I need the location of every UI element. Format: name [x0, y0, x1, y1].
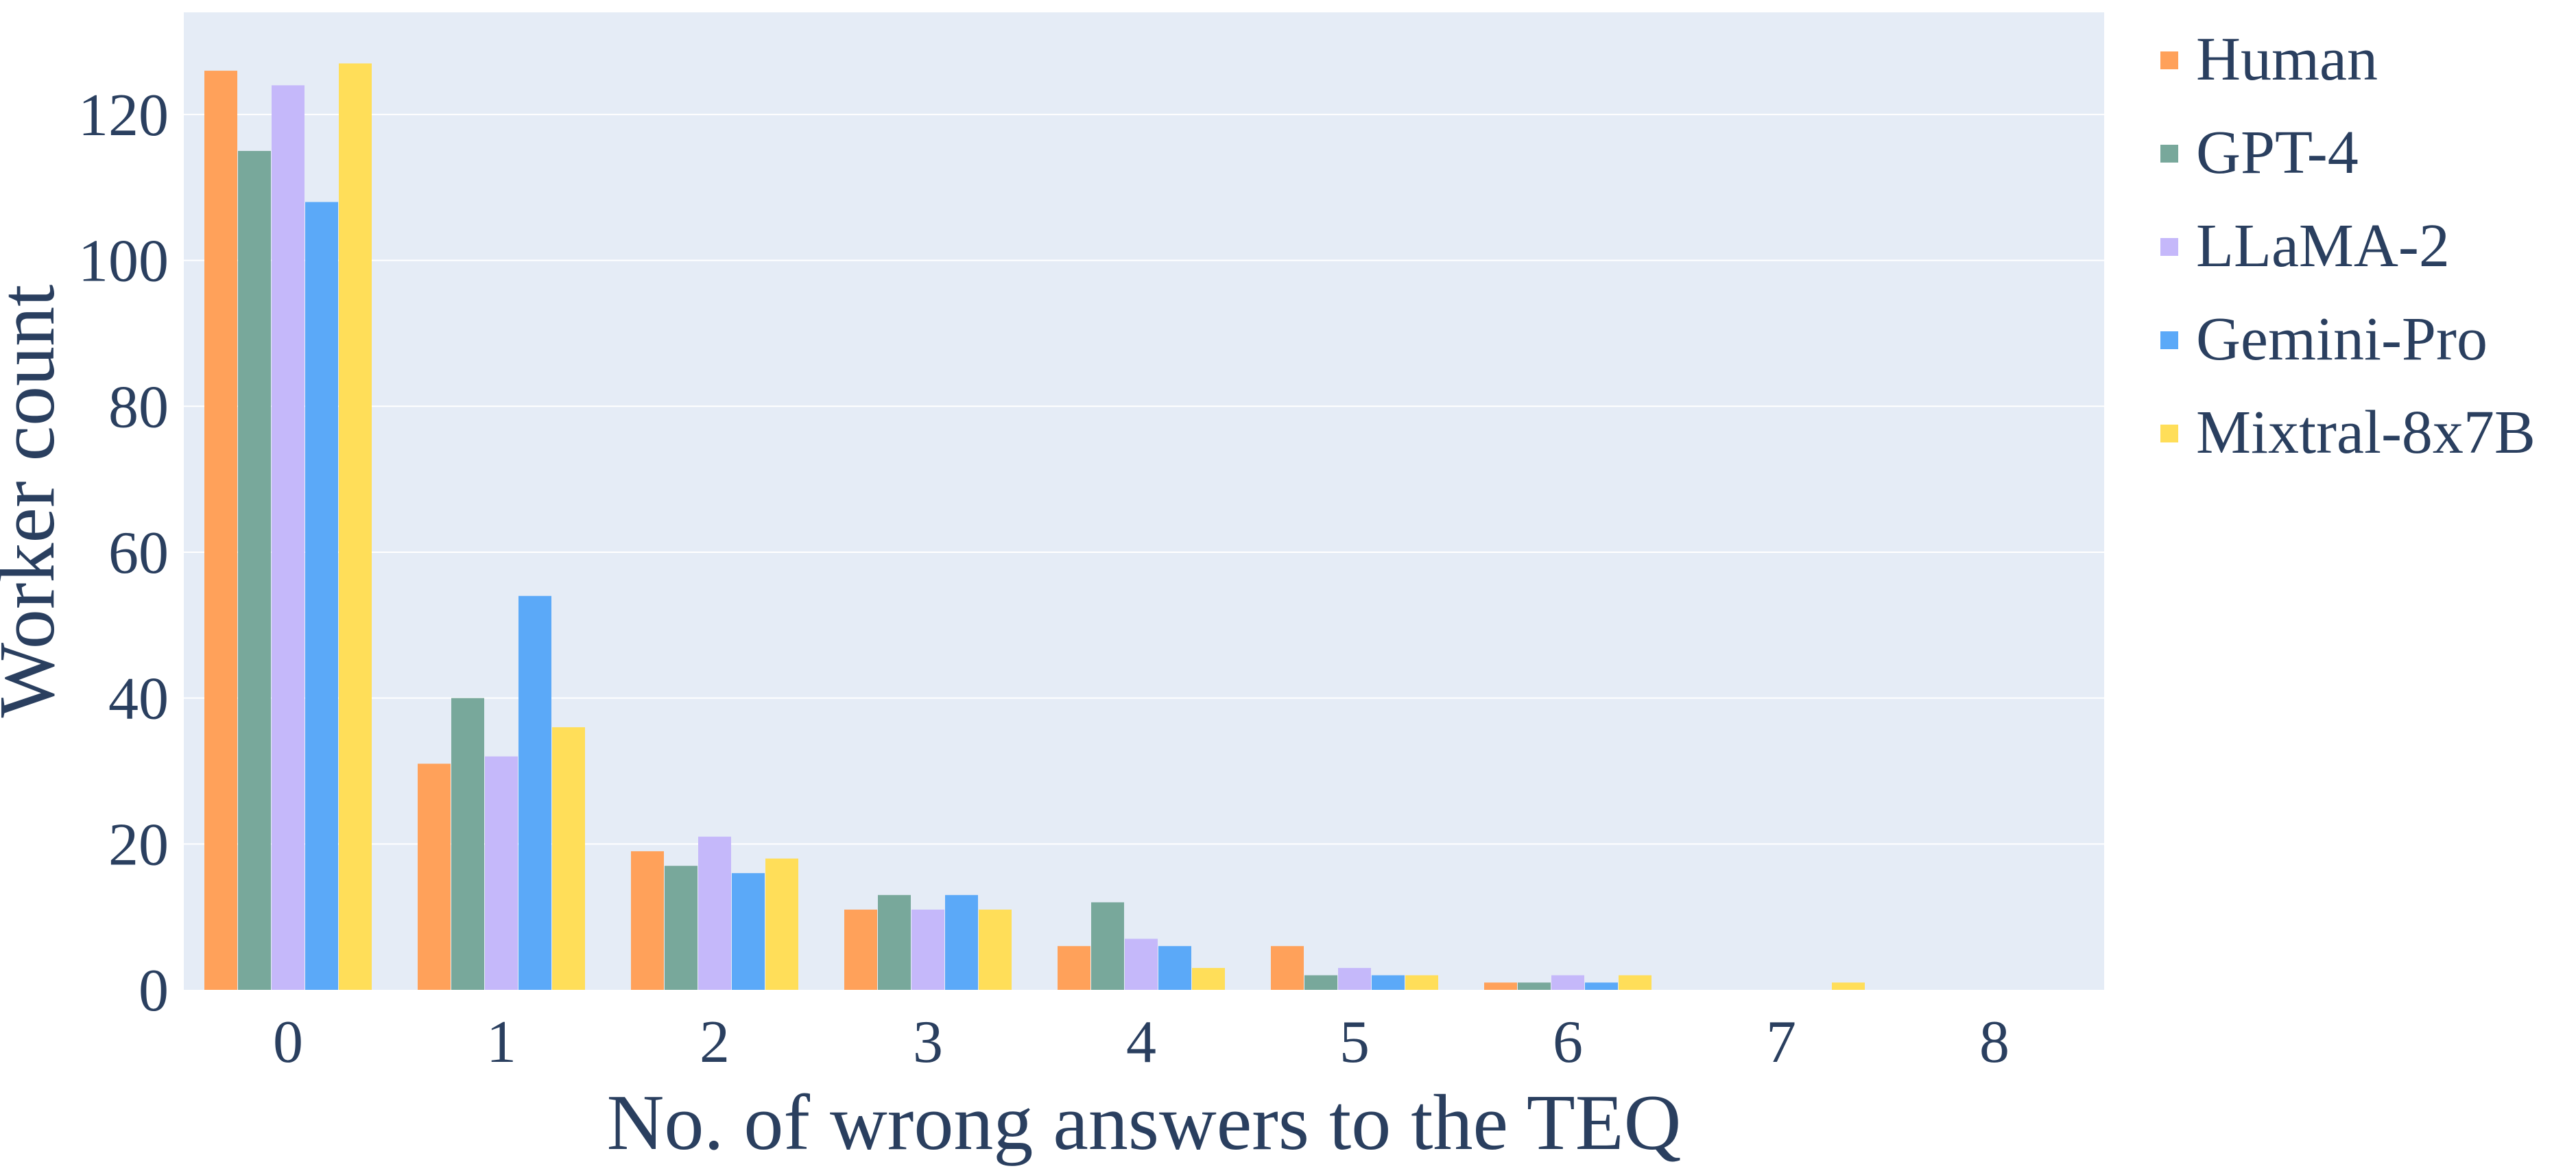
bar-gpt-4-3 — [878, 894, 911, 990]
bar-mixtral-8x7b-0 — [339, 63, 372, 990]
x-tick-label: 6 — [1553, 1009, 1583, 1076]
bar-gemini-pro-4 — [1158, 946, 1191, 990]
bar-gemini-pro-5 — [1372, 975, 1405, 990]
bar-human-5 — [1271, 946, 1304, 990]
bar-gpt-4-0 — [238, 151, 271, 990]
bar-gemini-pro-6 — [1585, 982, 1618, 990]
legend-swatch-mixtral-8x7b — [2160, 425, 2178, 442]
bar-llama-2-1 — [485, 756, 518, 990]
x-tick-label: 4 — [1126, 1009, 1156, 1076]
legend-label-llama-2: LLaMA-2 — [2196, 212, 2450, 280]
legend-label-gemini-pro: Gemini-Pro — [2196, 305, 2488, 373]
bar-mixtral-8x7b-3 — [979, 910, 1012, 990]
y-tick-label: 80 — [108, 374, 169, 440]
y-tick-label: 60 — [108, 520, 169, 586]
x-tick-label: 0 — [273, 1009, 303, 1076]
bar-llama-2-3 — [911, 910, 944, 990]
bar-llama-2-4 — [1125, 938, 1158, 990]
bar-gemini-pro-0 — [305, 202, 338, 990]
x-tick-label: 1 — [486, 1009, 516, 1076]
legend-label-human: Human — [2196, 25, 2378, 93]
x-tick-label: 7 — [1766, 1009, 1796, 1076]
x-tick-label: 8 — [1979, 1009, 2009, 1076]
bar-mixtral-8x7b-1 — [552, 727, 585, 990]
bar-gpt-4-1 — [451, 698, 484, 990]
bar-human-2 — [631, 851, 664, 990]
bars — [204, 63, 1865, 991]
bar-gemini-pro-3 — [945, 894, 978, 990]
bar-gpt-4-2 — [665, 866, 697, 990]
bar-llama-2-6 — [1551, 975, 1584, 990]
bar-human-4 — [1058, 946, 1090, 990]
legend-swatch-gemini-pro — [2160, 331, 2178, 349]
bar-human-0 — [204, 71, 237, 991]
bar-gemini-pro-1 — [518, 595, 551, 990]
bar-human-3 — [844, 910, 877, 990]
bar-llama-2-2 — [698, 836, 731, 990]
y-tick-label: 0 — [139, 958, 169, 1024]
x-axis-ticks: 0 1 2 3 4 5 6 7 8 — [273, 1009, 2009, 1076]
bar-mixtral-8x7b-7 — [1832, 982, 1865, 990]
legend: Human GPT-4 LLaMA-2 Gemini-Pro Mixtral-8x7B — [2160, 25, 2536, 466]
bar-mixtral-8x7b-6 — [1619, 975, 1651, 990]
legend-swatch-human — [2160, 51, 2178, 69]
bar-gpt-4-6 — [1518, 982, 1551, 990]
bar-human-6 — [1484, 982, 1517, 990]
x-tick-label: 2 — [700, 1009, 730, 1076]
legend-swatch-llama-2 — [2160, 238, 2178, 256]
bar-llama-2-5 — [1338, 968, 1371, 990]
legend-label-mixtral-8x7b: Mixtral-8x7B — [2196, 399, 2536, 466]
y-tick-label: 20 — [108, 811, 169, 878]
y-axis-title: Worker count — [0, 285, 71, 718]
legend-label-gpt-4: GPT-4 — [2196, 119, 2359, 187]
x-tick-label: 5 — [1339, 1009, 1370, 1076]
x-tick-label: 3 — [913, 1009, 943, 1076]
legend-swatch-gpt-4 — [2160, 145, 2178, 163]
x-axis-title: No. of wrong answers to the TEQ — [607, 1079, 1682, 1167]
bar-gpt-4-5 — [1304, 975, 1337, 990]
bar-llama-2-0 — [272, 85, 305, 991]
bar-human-1 — [418, 763, 451, 990]
y-tick-label: 100 — [78, 228, 169, 295]
bar-gemini-pro-2 — [732, 873, 765, 990]
bar-mixtral-8x7b-4 — [1192, 968, 1225, 990]
bar-mixtral-8x7b-2 — [765, 858, 798, 990]
y-tick-label: 40 — [108, 666, 169, 733]
bar-gpt-4-4 — [1091, 902, 1124, 990]
y-axis-ticks: 0 20 40 60 80 100 120 — [78, 82, 169, 1024]
y-tick-label: 120 — [78, 82, 169, 149]
bar-mixtral-8x7b-5 — [1405, 975, 1438, 990]
